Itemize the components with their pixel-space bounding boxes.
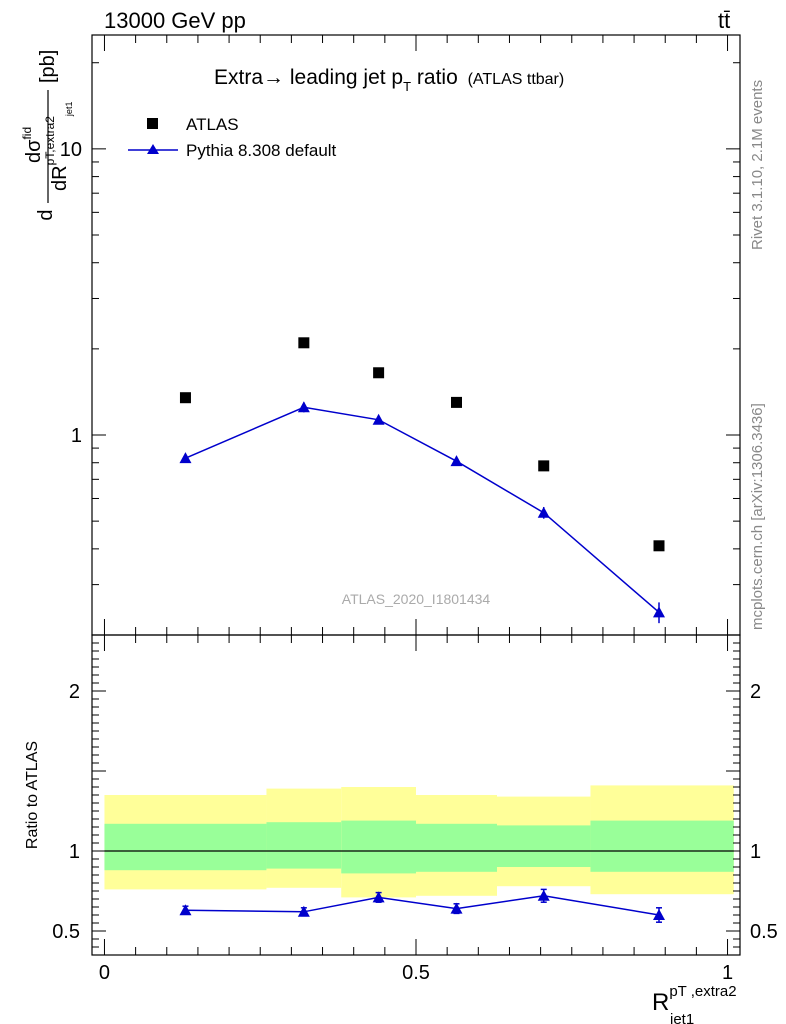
ratio-band-green-5 bbox=[590, 820, 734, 872]
atlas-point bbox=[179, 392, 191, 404]
ratio-ylabel: Ratio to ATLAS bbox=[24, 741, 41, 849]
atlas-point bbox=[451, 396, 462, 408]
atlas-point bbox=[653, 540, 665, 552]
ratio-ytick-label-left: 1 bbox=[69, 841, 80, 863]
legend-label-atlas: ATLAS bbox=[186, 115, 239, 134]
main-ytick-label: 10 bbox=[60, 139, 82, 161]
ratio-point bbox=[537, 889, 550, 901]
pythia-point bbox=[179, 452, 192, 464]
atlas-point bbox=[373, 367, 385, 379]
pythia-line bbox=[185, 406, 660, 613]
axes-layer: 1 10 0 0.5 1 0.5 0.5 1 1 2 2 bbox=[52, 35, 778, 984]
plot-title-main: Extra→ leading jet p bbox=[214, 66, 403, 89]
atlas-point bbox=[298, 337, 310, 349]
ratio-point bbox=[653, 909, 665, 920]
ratio-point bbox=[372, 891, 385, 903]
ratio-ytick-label-right: 2 bbox=[750, 681, 761, 703]
ratio-band-green-4 bbox=[497, 825, 591, 867]
pythia-point bbox=[653, 606, 665, 618]
main-ylabel-text: d bbox=[35, 209, 57, 220]
plot-title-note: (ATLAS ttbar) bbox=[468, 71, 565, 88]
ratio-point bbox=[450, 902, 463, 914]
x-tick-label: 0.5 bbox=[402, 962, 430, 984]
plot-title-sub: T bbox=[403, 79, 411, 94]
ratio-ytick-label-right: 0.5 bbox=[750, 921, 778, 943]
ratio-band-green-0 bbox=[104, 823, 267, 871]
pythia-point bbox=[297, 401, 310, 413]
ratio-panel bbox=[104, 785, 734, 898]
marks-layer bbox=[179, 337, 665, 923]
analysis-watermark: ATLAS_2020_I1801434 bbox=[342, 591, 491, 607]
header-right-label: tt̄ bbox=[718, 8, 730, 33]
ratio-band-green-3 bbox=[416, 823, 497, 872]
x-axis-label: RpT ,extra2 jet1 bbox=[652, 983, 737, 1024]
ratio-band-green-1 bbox=[266, 822, 342, 869]
plot-title: Extra→ leading jet pT ratio (ATLAS ttbar… bbox=[214, 66, 564, 94]
main-ylabel: d dσfid dRpT,extra2jet1 [pb] bbox=[20, 50, 74, 221]
legend-marker-pythia bbox=[147, 144, 159, 154]
main-ylabel-num: dσfid bbox=[20, 127, 45, 163]
ratio-point bbox=[179, 904, 192, 916]
mcplots-label: mcplots.cern.ch [arXiv:1306.3436] bbox=[749, 403, 766, 630]
pythia-point bbox=[450, 455, 463, 467]
ratio-ytick-label-right: 1 bbox=[750, 841, 761, 863]
ratio-ytick-label-left: 2 bbox=[69, 681, 80, 703]
x-axis-label-sub: jet1 bbox=[669, 1011, 694, 1024]
ratio-ytick-label-left: 0.5 bbox=[52, 921, 80, 943]
ratio-band-green-2 bbox=[341, 820, 416, 874]
main-ylabel-unit: [pb] bbox=[37, 50, 59, 83]
atlas-point bbox=[538, 460, 550, 472]
x-tick-label: 0 bbox=[99, 962, 110, 984]
legend-label-pythia: Pythia 8.308 default bbox=[186, 141, 337, 160]
main-ytick-label: 1 bbox=[71, 425, 82, 447]
pythia-point bbox=[372, 413, 385, 425]
x-axis-label-main: R bbox=[652, 989, 669, 1016]
x-tick-label: 1 bbox=[722, 962, 733, 984]
x-axis-label-sup: pT ,extra2 bbox=[669, 983, 736, 1000]
legend-marker-atlas bbox=[147, 118, 158, 129]
rivet-version-label: Rivet 3.1.10, 2.1M events bbox=[749, 80, 766, 250]
plot-title-tail: ratio bbox=[411, 66, 458, 89]
ratio-point bbox=[297, 905, 310, 917]
pythia-point bbox=[537, 506, 550, 518]
header-left-label: 13000 GeV pp bbox=[104, 8, 246, 33]
ratio-line bbox=[185, 895, 660, 916]
